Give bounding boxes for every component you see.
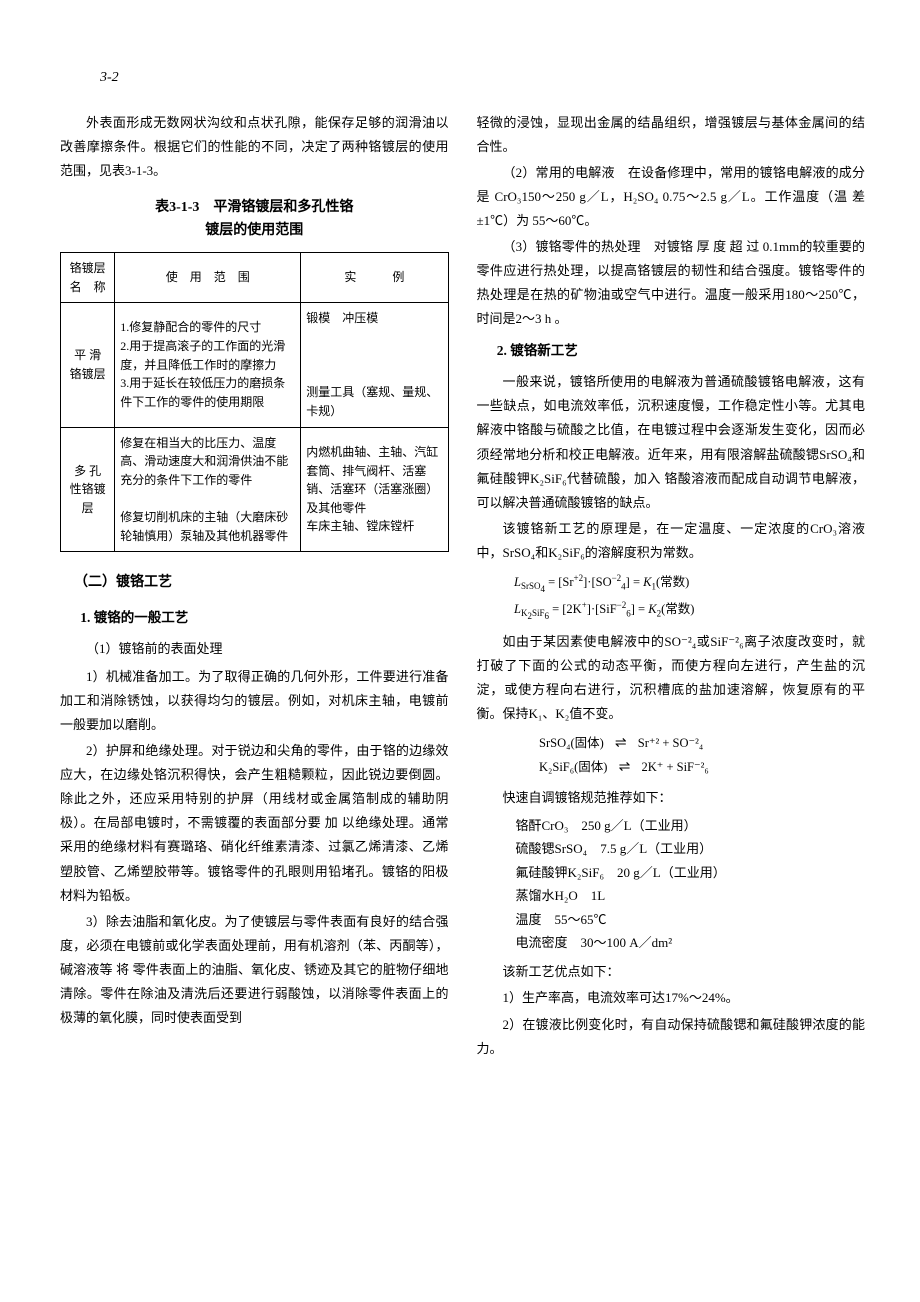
usage-table: 铬镀层名 称 使 用 范 围 实 例 平 滑铬镀层 1.修复静配合的零件的尺寸2… — [60, 252, 449, 552]
th-use: 使 用 范 围 — [115, 252, 301, 302]
spec-item: 硫酸锶SrSO₄ 7.5 g／L（工业用） — [516, 837, 866, 860]
formula-2: LK2SiF6 = [2K+]·[SiF−26] = K2(常数) — [514, 598, 865, 625]
label-heat: （3）镀铬零件的热处理 — [503, 239, 641, 254]
cell-name: 平 滑铬镀层 — [61, 303, 115, 428]
equilibrium-icon — [604, 732, 638, 756]
adv-title: 该新工艺优点如下： — [477, 960, 866, 984]
heading-process: （二）镀铬工艺 — [74, 570, 449, 596]
equilibrium-icon — [607, 756, 641, 780]
table-row: 多 孔性铬镀层 修复在相当大的比压力、温度高、滑动速度大和润滑供油不能充分的条件… — [61, 427, 449, 552]
cell-use: 修复在相当大的比压力、温度高、滑动速度大和润滑供油不能充分的条件下工作的零件修复… — [115, 427, 301, 552]
spec-item: 温度 55～65℃ — [516, 908, 866, 931]
th-example: 实 例 — [301, 252, 448, 302]
react2-left: K₂SiF₆(固体) — [539, 760, 607, 774]
right-column: 轻微的浸蚀，显现出金属的结晶组织，增强镀层与基体金属间的结合性。 （2）常用的电… — [477, 111, 866, 1063]
heading-general: 1. 镀铬的一般工艺 — [80, 606, 448, 631]
spec-list: 铬酐CrO₃ 250 g／L（工业用） 硫酸锶SrSO₄ 7.5 g／L（工业用… — [516, 814, 866, 954]
para-shield: 2）护屏和绝缘处理。对于锐边和尖角的零件，由于铬的边缘效应大，在边缘处铬沉积得快… — [60, 739, 449, 907]
intro-para: 外表面形成无数网状沟纹和点状孔隙，能保存足够的润滑油以改善摩擦条件。根据它们的性… — [60, 111, 449, 183]
reaction-block: SrSO₄(固体) Sr⁺² + SO⁻²₄ K₂SiF₆(固体) 2K⁺ + Si… — [539, 732, 865, 780]
adv-1: 1）生产率高，电流效率可达17%～24%。 — [477, 986, 866, 1010]
spec-item: 蒸馏水H₂O 1L — [516, 884, 866, 907]
table-row: 平 滑铬镀层 1.修复静配合的零件的尺寸2.用于提高滚子的工作面的光滑度，并且降… — [61, 303, 449, 428]
spec-item: 铬酐CrO₃ 250 g／L（工业用） — [516, 814, 866, 837]
formula-block: LSrSO4 = [Sr+2]·[SO−24] = K1(常数) LK2SiF6… — [514, 571, 865, 625]
para-heat: （3）镀铬零件的热处理 对镀铬 厚 度 超 过 0.1mm的较重要的零件应进行热… — [477, 235, 866, 331]
formula-1: LSrSO4 = [Sr+2]·[SO−24] = K1(常数) — [514, 571, 865, 598]
para-continue: 轻微的浸蚀，显现出金属的结晶组织，增强镀层与基体金属间的结合性。 — [477, 111, 866, 159]
spec-item: 氟硅酸钾K₂SiF₆ 20 g／L（工业用） — [516, 861, 866, 884]
table-title: 表3-1-3 平滑铬镀层和多孔性铬镀层的使用范围 — [60, 197, 449, 242]
left-column: 外表面形成无数网状沟纹和点状孔隙，能保存足够的润滑油以改善摩擦条件。根据它们的性… — [60, 111, 449, 1063]
para-electrolyte: （2）常用的电解液 在设备修理中，常用的镀铬电解液的成分 是 CrO₃150～2… — [477, 161, 866, 233]
cell-use: 1.修复静配合的零件的尺寸2.用于提高滚子的工作面的光滑度，并且降低工作时的摩擦… — [115, 303, 301, 428]
heading-new-process: 2. 镀铬新工艺 — [497, 339, 865, 364]
para-degrease: 3）除去油脂和氧化皮。为了使镀层与零件表面有良好的结合强度，必须在电镀前或化学表… — [60, 910, 449, 1030]
react2-right: 2K⁺ + SiF⁻²₆ — [641, 760, 708, 774]
spec-title: 快速自调镀铬规范推荐如下： — [477, 786, 866, 810]
reaction-1: SrSO₄(固体) Sr⁺² + SO⁻²₄ — [539, 732, 865, 756]
label-electrolyte: （2）常用的电解液 — [503, 165, 615, 180]
react1-left: SrSO₄(固体) — [539, 736, 604, 750]
heading-pretreat: （1）镀铬前的表面处理 — [86, 637, 449, 661]
reaction-2: K₂SiF₆(固体) 2K⁺ + SiF⁻²₆ — [539, 756, 865, 780]
cell-example: 锻模 冲压模测量工具（塞规、量规、卡规） — [301, 303, 448, 428]
cell-example: 内燃机曲轴、主轴、汽缸套筒、排气阀杆、活塞销、活塞环（活塞涨圈）及其他零件车床主… — [301, 427, 448, 552]
page-number: 3-2 — [100, 70, 865, 86]
para-new1: 一般来说，镀铬所使用的电解液为普通硫酸镀铬电解液，这有一些缺点，如电流效率低，沉… — [477, 370, 866, 514]
para-new2: 该镀铬新工艺的原理是，在一定温度、一定浓度的CrO₃溶液中，SrSO₄和K₂Si… — [477, 517, 866, 565]
para-mech: 1）机械准备加工。为了取得正确的几何外形，工件要进行准备加工和消除锈蚀，以获得均… — [60, 665, 449, 737]
react1-right: Sr⁺² + SO⁻²₄ — [638, 736, 703, 750]
spec-item: 电流密度 30～100 A／dm² — [516, 931, 866, 954]
cell-name: 多 孔性铬镀层 — [61, 427, 115, 552]
para-new3: 如由于某因素使电解液中的SO⁻²₄或SiF⁻²₆离子浓度改变时，就打破了下面的公… — [477, 630, 866, 726]
adv-2: 2）在镀液比例变化时，有自动保持硫酸锶和氟硅酸钾浓度的能力。 — [477, 1013, 866, 1061]
th-name: 铬镀层名 称 — [61, 252, 115, 302]
